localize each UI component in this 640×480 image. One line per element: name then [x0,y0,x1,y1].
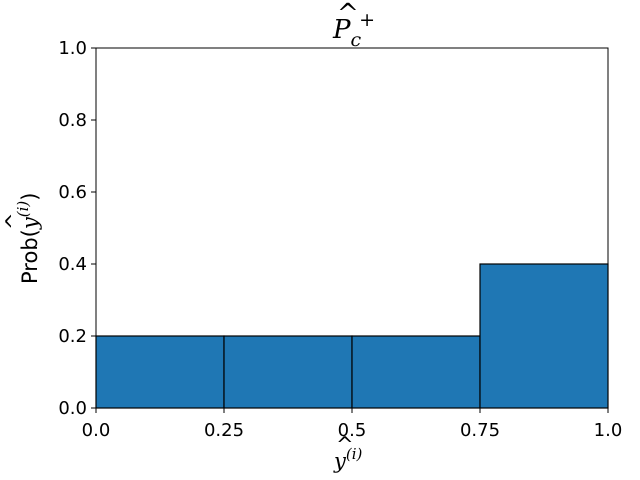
y-tick-label: 0.0 [58,398,87,419]
ylabel-superscript: (i) [14,201,32,218]
x-tick-label: 1.0 [594,420,623,441]
xlabel-hat: ^ [336,433,354,457]
bars-group [95,263,609,409]
x-tick-label: 0.5 [338,420,367,441]
xlabel-superscript: (i) [346,445,363,463]
plot-frame [95,47,609,409]
x-tick-label: 0.75 [460,420,500,441]
title-superscript: + [359,9,375,31]
title-hat: ^ [337,0,359,29]
x-axis-label: y(i) ^ [333,433,363,473]
histogram-bar-1 [95,335,225,409]
x-tick-label: 0.0 [82,420,111,441]
xlabel-base: y [333,449,347,473]
histogram-bar-2 [223,335,353,409]
y-tick-label: 0.2 [58,326,87,347]
ticks-group: 0.0 0.25 0.5 0.75 1.0 0.0 0.2 0.4 0.6 0.8 1.0 [58,38,622,441]
ylabel-hat: ^ [2,212,26,230]
chart-title: Pc+ ^ [332,0,375,51]
ylabel-suffix: ) [18,193,42,201]
svg-text:Pc+: Pc+ [332,9,375,51]
title-subscript: c [351,29,362,51]
histogram-bar-4 [479,263,609,409]
svg-text:y(i): y(i) [333,445,363,473]
y-tick-label: 0.8 [58,110,87,131]
ylabel-prefix: Prob( [18,229,42,284]
x-tick-label: 0.25 [204,420,244,441]
svg-text:Prob(y(i)): Prob(y(i)) [14,193,42,284]
y-tick-label: 0.4 [58,254,87,275]
y-tick-label: 0.6 [58,182,87,203]
histogram-bar-3 [351,335,481,409]
ylabel-base: y [18,216,42,230]
y-axis-label: Prob(y(i)) ^ [2,193,42,284]
y-tick-label: 1.0 [58,38,87,59]
title-base: P [332,15,351,45]
